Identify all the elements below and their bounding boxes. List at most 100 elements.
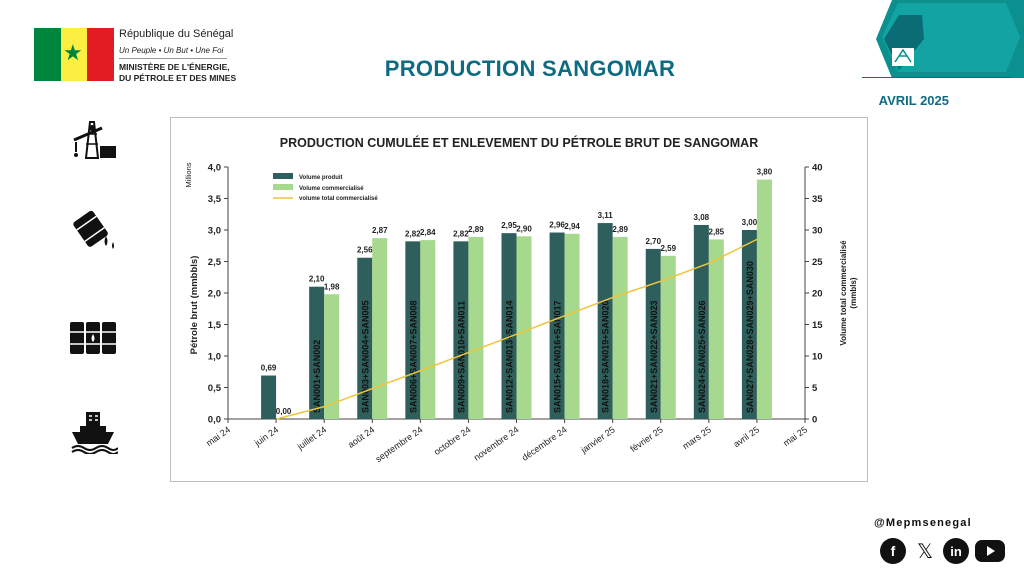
oil-pump-icon: [73, 121, 116, 159]
senegal-flag: ★: [34, 28, 115, 81]
x-tick-label: juin 24: [252, 424, 280, 448]
bar-volume-commercialise: [468, 236, 484, 419]
data-label-commercialise: 2,59: [660, 244, 676, 253]
y-tick-label: 2,5: [208, 257, 222, 268]
data-label-produit: 0,69: [261, 364, 277, 373]
bar-volume-commercialise: [612, 236, 628, 419]
chart-title: PRODUCTION CUMULÉE ET ENLEVEMENT DU PÉTR…: [280, 135, 759, 150]
ministry-block: République du Sénégal Un Peuple • Un But…: [119, 28, 236, 84]
bar-volume-commercialise: [564, 233, 580, 419]
facebook-icon[interactable]: f: [880, 538, 906, 564]
y2-tick-label: 40: [812, 163, 823, 174]
bar-volume-produit: [693, 224, 709, 419]
y-tick-label: 4,0: [208, 163, 221, 174]
y2-tick-label: 35: [812, 194, 823, 205]
data-label-commercialise: 2,87: [372, 226, 388, 235]
y2-tick-label: 30: [812, 226, 823, 237]
page-title: PRODUCTION SANGOMAR: [384, 56, 676, 81]
bar-volume-produit: [741, 230, 757, 419]
bar-volume-produit: [309, 286, 325, 419]
bar-volume-produit: [261, 375, 277, 419]
data-label-commercialise: 2,90: [516, 224, 532, 233]
y2-tick-label: 15: [812, 320, 823, 331]
y2-tick-label: 0: [812, 415, 817, 426]
data-label-commercialise: 3,80: [757, 168, 773, 177]
cargo-label: SAN027+SAN028+SAN029+SAN030: [745, 261, 755, 413]
tanker-ship-icon: [71, 412, 118, 454]
data-label-commercialise: 0,00: [276, 407, 292, 416]
x-tick-label: janvier 25: [578, 424, 617, 455]
youtube-icon[interactable]: [975, 540, 1005, 562]
x-tick-label: septembre 24: [374, 424, 425, 464]
data-label-produit: 3,00: [742, 218, 758, 227]
x-tick-label: août 24: [346, 424, 376, 449]
cargo-label: SAN018+SAN019+SAN020: [601, 300, 611, 413]
data-label-commercialise: 1,98: [324, 282, 340, 291]
y-tick-label: 0,0: [208, 415, 221, 426]
legend-label-total: volume total commercialisé: [299, 196, 378, 202]
production-chart: PRODUCTION CUMULÉE ET ENLEVEMENT DU PÉTR…: [184, 135, 858, 464]
bar-volume-produit: [501, 233, 517, 419]
y-tick-label: 3,5: [208, 194, 222, 205]
x-tick-label: mai 24: [204, 424, 232, 448]
star-icon: ★: [63, 40, 83, 65]
chart-panel: PRODUCTION CUMULÉE ET ENLEVEMENT DU PÉTR…: [170, 117, 868, 482]
data-label-commercialise: 2,84: [420, 228, 436, 237]
data-label-commercialise: 2,89: [468, 225, 484, 234]
data-label-commercialise: 2,85: [709, 227, 725, 236]
oil-rig-icon: [892, 48, 914, 66]
cargo-label: SAN006+SAN007+SAN008: [408, 300, 418, 413]
data-label-produit: 2,96: [549, 221, 565, 230]
ministry-hexagon-logo: [876, 0, 1024, 78]
bar-volume-produit: [597, 223, 613, 419]
data-label-produit: 2,82: [453, 229, 469, 238]
x-tick-label: octobre 24: [432, 424, 473, 457]
linkedin-icon[interactable]: in: [943, 538, 969, 564]
legend-swatch-commercialise: [273, 184, 293, 190]
y-tick-label: 1,0: [208, 352, 221, 363]
y2-axis-unit: (mmbls): [849, 277, 858, 308]
bar-volume-commercialise: [420, 240, 436, 419]
y2-axis-label: Volume total commercialisé: [839, 240, 848, 346]
data-label-produit: 2,10: [309, 275, 325, 284]
plot-area: 0,0 0,5 1,0 1,5 2,0 2,5 3,0 3,5 4,0 0 5 10 15 20 25 30 3…: [184, 162, 858, 464]
legend-swatch-produit: [273, 173, 293, 179]
oil-barrel-spill-icon: [73, 210, 114, 249]
data-label-produit: 2,56: [357, 246, 373, 255]
x-tick-label: novembre 24: [472, 424, 521, 462]
cargo-label: SAN021+SAN022+SAN023: [649, 300, 659, 413]
y2-tick-label: 5: [812, 383, 818, 394]
republic-name: République du Sénégal: [119, 28, 234, 40]
ministry-line-1: MINISTÈRE DE L'ÉNERGIE,: [119, 62, 230, 72]
cargo-label: SAN024+SAN025+SAN026: [697, 300, 707, 413]
x-tick-label: mars 25: [681, 424, 713, 451]
bar-volume-commercialise: [756, 179, 772, 419]
data-label-produit: 3,08: [694, 213, 710, 222]
cargo-label: SAN009+SAN010+SAN011: [456, 301, 466, 413]
ministry-line-2: DU PÉTROLE ET DES MINES: [119, 73, 237, 83]
y-tick-label: 3,0: [208, 226, 221, 237]
bar-volume-commercialise: [660, 255, 676, 419]
x-tick-label: juillet 24: [295, 424, 329, 452]
social-handle: @Mepmsenegal: [874, 517, 972, 529]
bar-volume-produit: [453, 241, 469, 419]
y-tick-label: 1,5: [208, 320, 222, 331]
data-label-commercialise: 2,89: [612, 225, 628, 234]
legend-label-commercialise: Volume commercialisé: [299, 186, 364, 192]
x-tick-label: décembre 24: [520, 424, 569, 462]
data-label-produit: 3,11: [598, 211, 614, 220]
y-multiplier-label: Millions: [184, 162, 193, 187]
cargo-label: SAN015+SAN016+SAN017: [553, 300, 563, 413]
cargo-label: SAN012+SAN013+SAN014: [505, 300, 515, 413]
bar-volume-produit: [357, 257, 373, 419]
bar-volume-commercialise: [372, 238, 388, 419]
bar-volume-produit: [645, 248, 661, 419]
report-date: AVRIL 2025: [878, 93, 949, 108]
y-tick-label: 2,0: [208, 289, 221, 300]
y2-tick-label: 20: [812, 289, 823, 300]
x-icon[interactable]: 𝕏: [912, 538, 938, 564]
x-tick-label: février 25: [628, 424, 664, 454]
cargo-label: SAN003+SAN004+SAN005: [360, 300, 370, 413]
y2-tick-label: 25: [812, 257, 823, 268]
header-divider: [862, 77, 1012, 78]
